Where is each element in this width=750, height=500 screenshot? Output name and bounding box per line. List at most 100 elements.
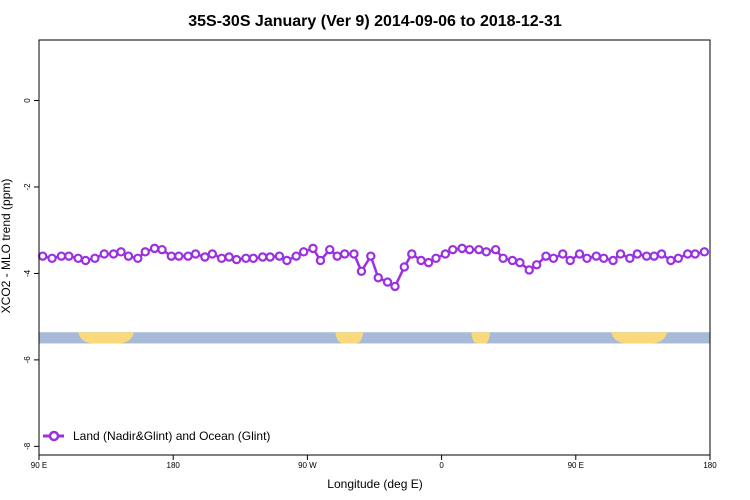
data-point [123,251,134,261]
data-point [133,253,143,264]
data-point [356,266,367,276]
x-tick-label: 90 E [31,461,47,470]
data-point [682,249,693,259]
y-axis-label: XCO2 - MLO trend (ppm) [0,179,13,314]
data-point [666,255,676,266]
data-point [416,255,426,266]
data-point [548,253,559,264]
data-point [399,262,410,272]
data-point [140,247,150,257]
x-tick-label: 90 W [298,461,317,470]
data-point [591,251,602,261]
data-point [241,253,251,264]
data-point [373,273,383,283]
x-tick-label: 180 [167,461,181,470]
data-point [457,243,467,254]
data-point [183,251,193,261]
data-point [423,257,434,268]
data-point [615,249,626,259]
data-point [291,251,301,261]
y-axis: 0 -2 -4 -6 -8 [23,98,39,450]
data-point [656,249,667,259]
data-point [366,251,376,261]
y-tick-label: -4 [23,269,32,277]
data-series [38,243,710,292]
data-point [498,253,508,264]
data-point [440,249,451,259]
data-point [625,253,635,264]
data-point [673,253,684,264]
data-point [332,251,342,261]
x-tick-label: 180 [703,461,717,470]
data-point [699,247,710,257]
land-patch [471,332,491,344]
data-point [574,249,585,259]
x-tick-label: 90 E [568,461,584,470]
land-patch [335,332,364,344]
data-point [166,251,177,261]
data-point [274,251,285,261]
data-point [524,265,534,275]
plot-frame [38,39,711,456]
data-point [565,255,575,266]
data-point [431,253,441,264]
data-point [325,244,335,255]
x-axis-label: Longitude (deg E) [327,477,422,491]
legend: Land (Nadir&Glint) and Ocean (Glint) [43,429,270,443]
data-point [47,253,57,264]
data-point [248,253,259,264]
data-point [149,243,160,254]
data-point [474,244,484,255]
data-point [90,253,100,264]
surface-band [39,332,710,344]
legend-marker [48,430,60,442]
data-point [231,254,242,265]
data-point [315,255,326,266]
data-point [200,252,210,262]
data-point [80,255,91,266]
data-point [558,249,568,259]
data-point [490,244,501,255]
x-axis: 90 E 180 90 W 0 90 E 180 [31,455,717,470]
land-patch [611,332,668,344]
data-point [298,247,309,257]
data-point [649,251,659,261]
y-tick-label: -8 [23,442,32,450]
data-point [632,249,643,259]
data-point [515,257,525,268]
data-point [481,247,492,257]
data-point [190,249,201,259]
data-point [541,251,551,261]
data-point [116,247,126,257]
data-point [257,252,268,262]
ocean-band [39,332,710,344]
x-tick-label: 0 [439,461,444,470]
y-tick-label: 0 [23,98,32,103]
data-point [308,243,318,254]
data-point [99,249,109,259]
data-point [531,260,542,270]
data-point [382,277,393,287]
data-point [64,251,74,261]
data-point [216,253,227,264]
data-point [407,249,417,259]
data-point [507,255,518,266]
data-point [641,251,652,261]
data-point [108,249,119,259]
data-point [38,251,48,261]
land-patch [78,332,135,344]
data-point [608,255,618,266]
data-point [265,252,275,262]
data-point [224,252,234,262]
data-point [174,251,184,261]
data-point [207,249,218,259]
data-point [582,253,592,264]
data-point [349,249,359,259]
data-point [157,244,167,255]
data-point [339,249,350,259]
data-point [56,251,67,261]
data-point [390,281,400,292]
data-point [690,249,700,259]
data-point [73,253,83,264]
